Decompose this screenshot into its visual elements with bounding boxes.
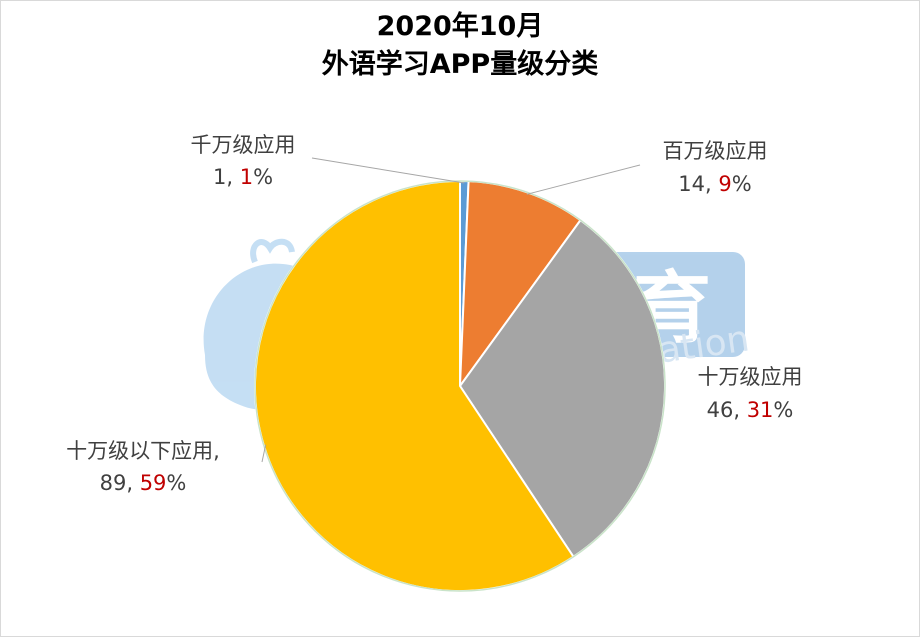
label-slice-0-pct-sign: %	[253, 165, 273, 189]
label-slice-2-name: 十万级应用	[698, 365, 803, 389]
label-slice-1-percent: 9	[718, 172, 731, 196]
leader-lines	[261, 157, 641, 463]
label-slice-2-value: 46, 31%	[707, 398, 794, 422]
leader-line-0	[311, 157, 465, 184]
label-slice-1-value: 14, 9%	[678, 172, 751, 196]
label-slice-3-sep: ,	[126, 471, 139, 495]
label-slice-2-sep: ,	[733, 398, 746, 422]
pie-slices	[254, 179, 666, 592]
label-slice-1-sep: ,	[705, 172, 718, 196]
chart-title-line2: 外语学习APP量级分类	[321, 49, 599, 80]
label-slice-1-count: 14	[678, 172, 705, 196]
label-slice-2-count: 46	[707, 398, 734, 422]
label-slice-0-percent: 1	[240, 165, 253, 189]
label-slice-0-sep: ,	[226, 165, 239, 189]
leader-line-1	[526, 164, 641, 195]
pie-outline	[254, 180, 666, 592]
label-slice-1-name: 百万级应用	[663, 139, 768, 163]
label-slice-0-name: 千万级应用	[191, 133, 296, 157]
label-slice-0-count: 1	[213, 165, 226, 189]
label-slice-1-pct-sign: %	[732, 172, 752, 196]
chart-title: 2020年10月 外语学习APP量级分类	[0, 8, 920, 84]
label-slice-3-value: 89, 59%	[100, 471, 187, 495]
label-slice-3-name: 十万级以下应用,	[66, 439, 220, 463]
label-slice-0-value: 1, 1%	[213, 165, 273, 189]
chart-title-line1: 2020年10月	[376, 11, 544, 42]
label-slice-2-percent: 31	[747, 398, 774, 422]
label-slice-3-count: 89	[100, 471, 127, 495]
label-slice-3-pct-sign: %	[166, 471, 186, 495]
label-slice-2-pct-sign: %	[773, 398, 793, 422]
leader-line-3	[261, 444, 267, 463]
data-labels: 千万级应用 1, 1% 百万级应用 14, 9% 十万级应用 46, 31% 十…	[66, 133, 802, 495]
label-slice-3-percent: 59	[140, 471, 167, 495]
